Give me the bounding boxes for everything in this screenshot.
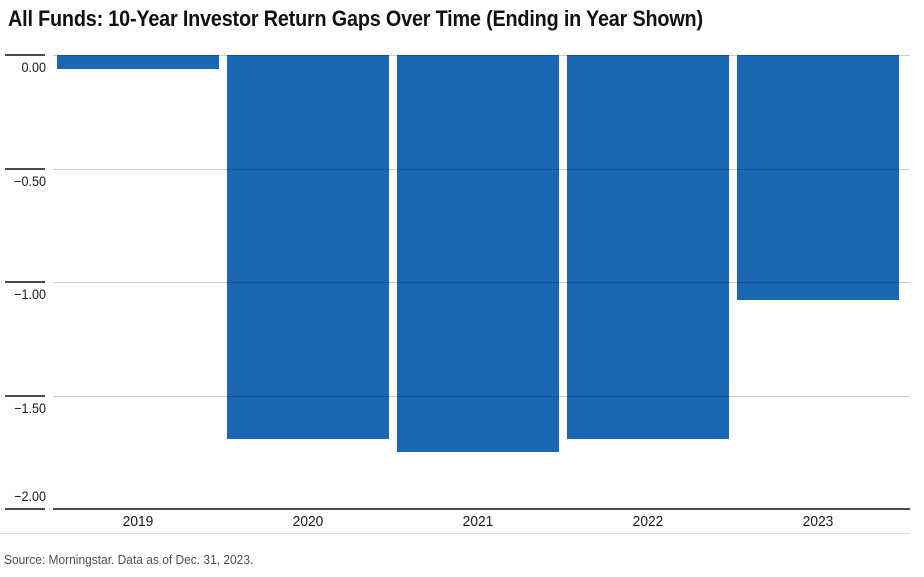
y-tick-label: 0.00 [21, 59, 46, 75]
bar-2022 [567, 55, 729, 439]
y-tick-mark [5, 508, 45, 510]
bar-2021 [397, 55, 559, 453]
footer-divider [0, 533, 910, 534]
x-axis-line [53, 508, 910, 510]
gridline [53, 395, 910, 397]
bar-2019 [57, 55, 219, 69]
y-tick-mark [5, 281, 45, 283]
y-tick-mark [5, 54, 45, 56]
x-tick-label: 2020 [292, 513, 324, 530]
gridline [53, 168, 910, 170]
gridline [53, 282, 910, 283]
y-tick-label: −0.50 [14, 172, 46, 189]
y-tick-label: −1.00 [14, 286, 46, 302]
y-tick-label: −1.50 [14, 399, 46, 416]
y-tick-mark [5, 167, 45, 170]
bar-2020 [227, 55, 389, 439]
x-tick-label: 2023 [802, 513, 834, 530]
source-note: Source: Morningstar. Data as of Dec. 31,… [4, 552, 254, 567]
x-tick-label: 2021 [462, 513, 494, 530]
x-tick-label: 2019 [122, 513, 154, 530]
y-tick-mark [5, 394, 45, 397]
x-tick-label: 2022 [632, 513, 664, 530]
gridline [53, 55, 910, 56]
chart-title: All Funds: 10-Year Investor Return Gaps … [8, 6, 703, 31]
y-tick-label: −2.00 [14, 488, 46, 504]
bar-2023 [737, 55, 899, 301]
